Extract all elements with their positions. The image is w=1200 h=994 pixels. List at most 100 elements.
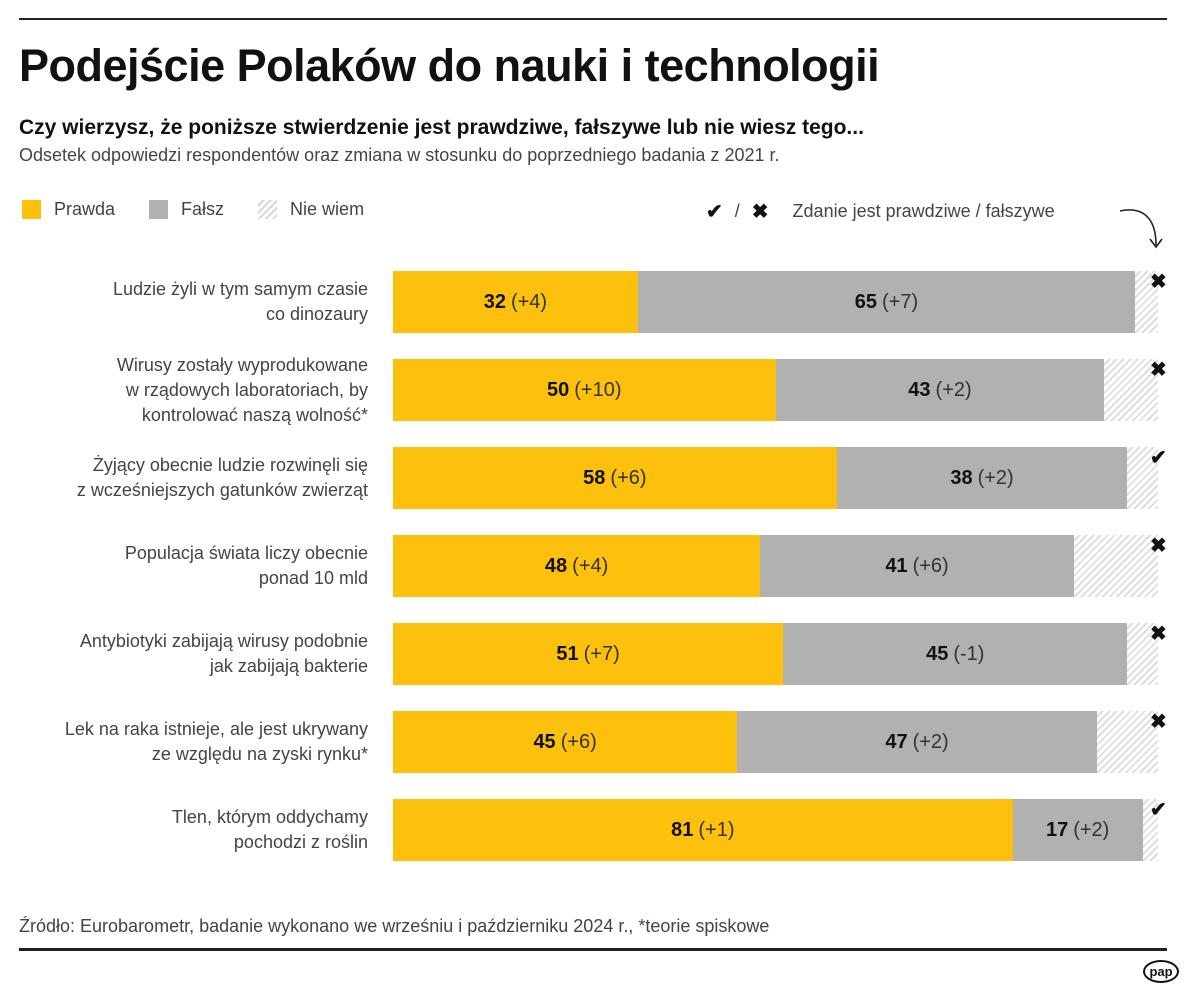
- bar-row: 58 (+6) 38 (+2): [393, 447, 1158, 509]
- pap-logo: pap: [1143, 960, 1179, 983]
- legend-item-niewiem: Nie wiem: [258, 199, 364, 220]
- verdict-description: Zdanie jest prawdziwe / fałszywe: [792, 201, 1055, 221]
- bar-falsz: 38 (+2): [836, 447, 1128, 509]
- data-label-value: 48: [544, 554, 568, 577]
- checkmark-icon: ✔: [1150, 447, 1167, 469]
- legend-swatch-prawda: [22, 200, 41, 219]
- data-label-value: 45: [533, 730, 556, 753]
- data-label-value: 45: [926, 642, 949, 665]
- data-label-change: (+2): [1073, 818, 1110, 841]
- bar-falsz: 41 (+6): [760, 535, 1074, 597]
- bar-row: 50 (+10) 43 (+2): [393, 359, 1158, 421]
- row-label-line: Ludzie żyli w tym samym czasie: [112, 279, 368, 299]
- data-label-value: 51: [556, 642, 579, 665]
- chart-subtitle: Odsetek odpowiedzi respondentów oraz zmi…: [19, 145, 780, 165]
- data-label-change: (-1): [953, 642, 985, 665]
- row-label-line: Lek na raka istnieje, ale jest ukrywany: [64, 719, 368, 739]
- data-label-change: (+6): [610, 466, 647, 489]
- data-label-change: (+4): [510, 290, 548, 313]
- data-label-change: (+6): [560, 730, 597, 753]
- data-label-value: 50: [547, 378, 570, 401]
- bar-niewiem: [1127, 623, 1158, 685]
- data-label-change: (+2): [912, 730, 949, 753]
- row-label-line: Populacja świata liczy obecnie: [124, 543, 368, 563]
- bar-prawda: 81 (+1): [393, 799, 1013, 861]
- legend-label-falsz: Fałsz: [181, 199, 225, 219]
- row-label-line: pochodzi z roślin: [233, 832, 368, 852]
- bar-row: 81 (+1) 17 (+2): [393, 799, 1158, 861]
- legend-swatch-falsz: [149, 200, 169, 219]
- bar-falsz: 17 (+2): [1012, 799, 1143, 861]
- data-label-value: 65: [854, 290, 877, 313]
- legend-swatch-niewiem: [258, 200, 278, 219]
- bar-prawda: 48 (+4): [393, 535, 761, 597]
- row-label: Antybiotyki zabijają wirusy podobnie jak …: [8, 629, 368, 679]
- curved-arrow-icon: [1119, 209, 1163, 249]
- checkmark-icon: ✔: [1150, 799, 1167, 821]
- cross-icon: ✖: [751, 201, 769, 223]
- row-label: Populacja świata liczy obecnie ponad 10 m…: [8, 541, 368, 591]
- cross-icon: ✖: [1150, 271, 1167, 293]
- data-label-change: (+4): [572, 554, 609, 577]
- top-rule: [19, 18, 1167, 20]
- bar-niewiem: [1096, 711, 1158, 773]
- legend-label-prawda: Prawda: [54, 199, 116, 219]
- data-label-value: 81: [671, 818, 694, 841]
- bar-prawda: 50 (+10): [393, 359, 776, 421]
- verdict-separator: /: [734, 201, 740, 221]
- bar-row: 48 (+4) 41 (+6): [393, 535, 1158, 597]
- bar-prawda: 32 (+4): [393, 271, 638, 333]
- data-label-value: 38: [950, 466, 973, 489]
- bar-niewiem: [1127, 447, 1158, 509]
- row-label: Lek na raka istnieje, ale jest ukrywany z…: [8, 717, 368, 767]
- data-label-change: (+1): [698, 818, 735, 841]
- bar-niewiem: [1104, 359, 1158, 421]
- checkmark-icon: ✔: [706, 201, 723, 223]
- data-label-change: (+2): [977, 466, 1014, 489]
- bar-falsz: 65 (+7): [637, 271, 1136, 333]
- verdict-legend: ✔ / ✖ Zdanie jest prawdziwe / fałszywe: [706, 199, 1055, 224]
- row-label: Wirusy zostały wyprodukowane w rządowych …: [8, 353, 368, 428]
- row-label-line: ponad 10 mld: [258, 568, 368, 588]
- row-label-line: kontrolować naszą wolność*: [141, 404, 368, 425]
- cross-icon: ✖: [1150, 359, 1167, 381]
- bar-niewiem: [1073, 535, 1158, 597]
- bar-prawda: 51 (+7): [393, 623, 784, 685]
- row-label-line: jak zabijają bakterie: [209, 656, 368, 676]
- row-label-line: co dinozaury: [265, 304, 368, 324]
- row-label: Tlen, którym oddychamy pochodzi z roślin: [8, 805, 368, 855]
- data-label-value: 58: [583, 466, 606, 489]
- data-label-change: (+10): [574, 378, 622, 401]
- data-label-change: (+7): [881, 290, 919, 313]
- row-label-line: Antybiotyki zabijają wirusy podobnie: [79, 631, 368, 651]
- row-label-line: Wirusy zostały wyprodukowane: [116, 354, 368, 375]
- row-label-line: Tlen, którym oddychamy: [171, 807, 368, 827]
- row-label-line: ze względu na zyski rynku*: [151, 744, 368, 764]
- bottom-rule: [19, 948, 1167, 951]
- bar-row: 51 (+7) 45 (-1): [393, 623, 1158, 685]
- source-note: Źródło: Eurobarometr, badanie wykonano w…: [19, 916, 770, 936]
- row-label-line: Żyjący obecnie ludzie rozwinęli się: [92, 455, 368, 475]
- row-label: Ludzie żyli w tym samym czasie co dinozau…: [8, 277, 368, 327]
- row-label: Żyjący obecnie ludzie rozwinęli się z wcz…: [8, 453, 368, 503]
- bar-prawda: 58 (+6): [393, 447, 837, 509]
- data-label-value: 17: [1045, 818, 1069, 841]
- bar-row: 45 (+6) 47 (+2): [393, 711, 1158, 773]
- cross-icon: ✖: [1150, 535, 1167, 557]
- bar-falsz: 43 (+2): [775, 359, 1105, 421]
- legend-item-falsz: Fałsz: [149, 199, 224, 220]
- bar-prawda: 45 (+6): [393, 711, 738, 773]
- data-label-value: 41: [885, 554, 908, 577]
- chart-title: Podejście Polaków do nauki i technologii: [19, 40, 880, 91]
- legend: Prawda Fałsz Nie wiem: [22, 199, 398, 220]
- legend-item-prawda: Prawda: [22, 199, 115, 220]
- bar-row: 32 (+4) 65 (+7): [393, 271, 1158, 333]
- cross-icon: ✖: [1150, 711, 1167, 733]
- row-label-line: z wcześniejszych gatunków zwierząt: [76, 480, 368, 500]
- legend-label-niewiem: Nie wiem: [290, 199, 365, 219]
- bar-falsz: 47 (+2): [737, 711, 1097, 773]
- row-label-line: w rządowych laboratoriach, by: [125, 379, 368, 400]
- bar-niewiem: [1142, 799, 1158, 861]
- bar-niewiem: [1135, 271, 1158, 333]
- data-label-value: 47: [885, 730, 908, 753]
